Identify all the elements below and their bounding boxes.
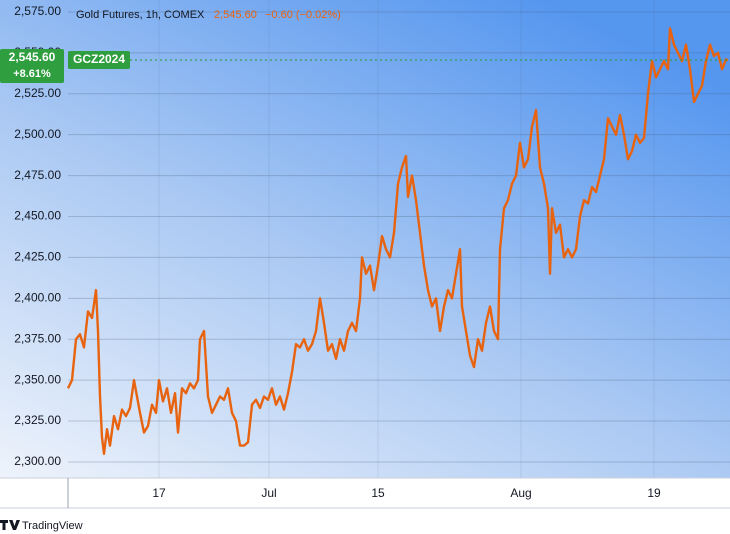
y-tick-label: 2,375.00 <box>14 331 61 345</box>
y-tick-label: 2,425.00 <box>14 250 61 264</box>
x-axis-background <box>0 478 730 508</box>
chart-title: Gold Futures, 1h, COMEX <box>76 9 205 21</box>
y-tick-label: 2,500.00 <box>14 127 61 141</box>
source: TradingView <box>22 520 83 532</box>
plot-background <box>0 0 730 478</box>
header-price: 2,545.60 <box>214 9 257 21</box>
x-axis: 17 Jul 15 Aug 19 <box>152 486 661 500</box>
y-tick-label: 2,400.00 <box>14 290 61 304</box>
symbol-box <box>68 51 130 70</box>
x-tick-label: Aug <box>510 486 531 500</box>
header-change: −0.60 (−0.02%) <box>265 9 341 21</box>
last-price-box <box>0 49 64 84</box>
symbol-label: GCZ2024 <box>73 52 125 66</box>
last-price-label: 2,545.60 <box>9 50 56 64</box>
price-line <box>66 27 729 455</box>
x-tick-label: Jul <box>261 486 276 500</box>
x-tick-label: 17 <box>152 486 166 500</box>
logo <box>0 520 20 530</box>
overlay: Gold Futures, 1h, COMEX 2,545.60 −0.60 (… <box>0 9 730 84</box>
y-tick-label: 2,525.00 <box>14 86 61 100</box>
series <box>66 27 729 455</box>
x-tick-label: 19 <box>647 486 661 500</box>
y-tick-label: 2,450.00 <box>14 209 61 223</box>
y-tick-label: 2,325.00 <box>14 413 61 427</box>
y-tick-label: 2,575.00 <box>14 4 61 18</box>
x-tick-label: 15 <box>371 486 385 500</box>
period-change-label: +8.61% <box>13 68 51 80</box>
y-tick-label: 2,475.00 <box>14 168 61 182</box>
y-tick-label: 2,300.00 <box>14 454 61 468</box>
grid <box>68 0 730 478</box>
y-tick-label: 2,350.00 <box>14 372 61 386</box>
footer: TradingView <box>0 520 83 532</box>
